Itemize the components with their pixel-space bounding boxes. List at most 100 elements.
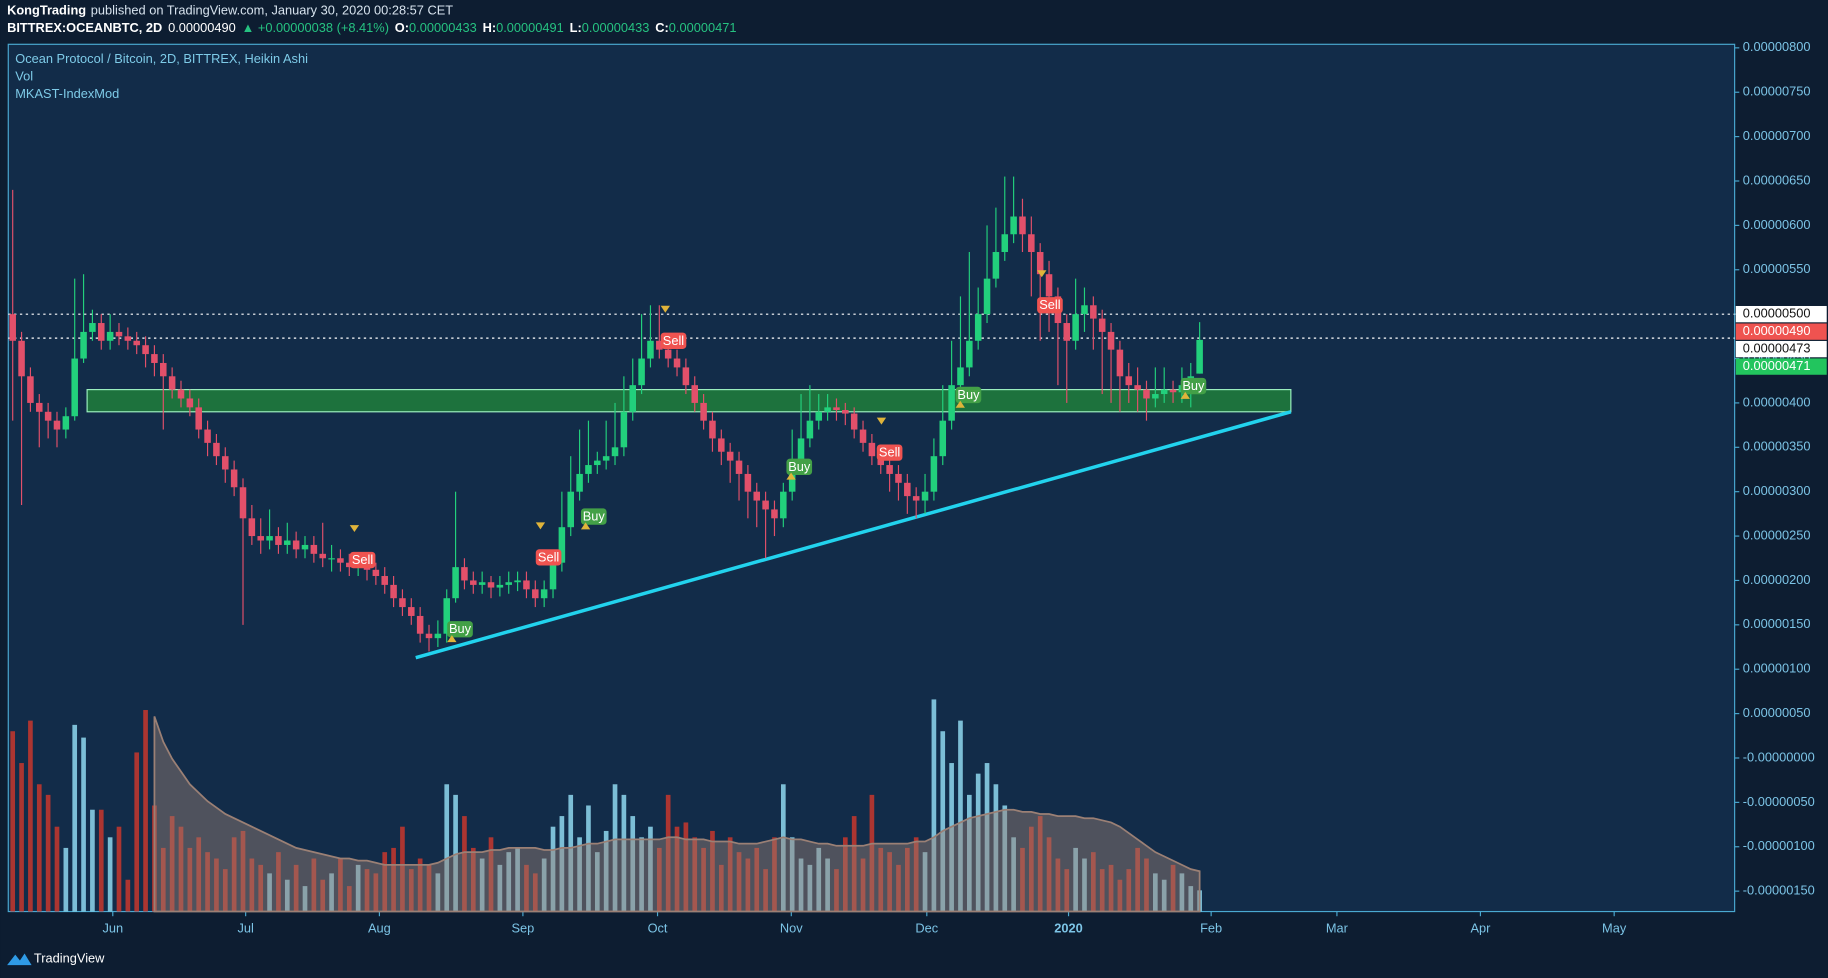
volume-bar: [1188, 886, 1194, 912]
volume-bar: [515, 847, 520, 912]
volume-bar: [1002, 805, 1008, 912]
x-tick-label: Dec: [915, 920, 938, 935]
volume-bar: [1037, 816, 1043, 912]
volume-bar: [506, 852, 512, 912]
volume-bar: [975, 773, 981, 912]
candle-body: [576, 473, 583, 492]
candle-body: [842, 410, 849, 414]
volume-bar: [72, 724, 78, 912]
volume-bar: [249, 858, 255, 912]
y-tick-label: 0.00000750: [1743, 84, 1811, 99]
volume-bar: [1099, 869, 1105, 912]
volume-bar: [1073, 847, 1078, 912]
candle-body: [27, 376, 34, 403]
signal-badge: [580, 508, 607, 525]
candle-body: [939, 420, 947, 457]
x-tick-label: Aug: [368, 920, 391, 935]
volume-bar: [364, 869, 370, 912]
candle-body: [1152, 394, 1159, 399]
candle-body: [912, 496, 920, 501]
volume-bar: [745, 858, 751, 912]
signal-arrow: [535, 522, 546, 530]
volume-bar: [1126, 869, 1132, 912]
volume-bar: [1091, 852, 1096, 912]
ohlc-value: 0.00000471: [669, 21, 737, 36]
candle-body: [921, 491, 929, 501]
candle-body: [567, 491, 574, 528]
price-label-bg: [1735, 323, 1827, 340]
volume-bar: [453, 794, 458, 912]
candle-body: [310, 544, 318, 554]
candle-body: [505, 582, 512, 585]
volume-bar: [488, 837, 494, 912]
signal-label: Sell: [538, 549, 559, 564]
candle-body: [532, 589, 539, 599]
candle-body: [470, 580, 477, 585]
y-tick-label: 0.00000250: [1743, 527, 1811, 542]
y-tick-label: 0.00000550: [1743, 261, 1811, 276]
volume-bar: [98, 809, 104, 912]
x-tick-label: Nov: [780, 920, 803, 935]
candle-body: [620, 411, 628, 448]
candle-body: [1160, 389, 1168, 395]
candle-body: [966, 340, 973, 368]
volume-bar: [692, 837, 698, 912]
signal-arrow: [786, 472, 796, 480]
ohlc-key: C:: [655, 21, 669, 36]
candle-body: [514, 580, 521, 583]
volume-bar: [710, 830, 715, 912]
volume-bar: [1144, 858, 1149, 912]
volume-bar: [169, 816, 175, 912]
candle-body: [372, 569, 380, 577]
signal-badge: [1180, 377, 1207, 395]
volume-bar: [931, 699, 937, 912]
candle-body: [771, 509, 778, 519]
volume-bar: [125, 879, 131, 912]
candle-body: [142, 345, 149, 355]
volume-bar: [36, 784, 42, 912]
candle-body: [399, 598, 406, 608]
candle-body: [1001, 234, 1009, 253]
volume-bar: [798, 858, 804, 912]
candle-body: [337, 558, 344, 563]
candle-body: [1072, 314, 1079, 341]
volume-bar: [284, 879, 290, 912]
candle-body: [930, 456, 938, 492]
candle-body: [1125, 376, 1133, 386]
volume-bar: [19, 763, 24, 912]
volume-bar: [143, 710, 148, 912]
candle-body: [266, 536, 273, 541]
candle-body: [815, 411, 823, 421]
y-tick-label: -0.00000000: [1743, 749, 1815, 764]
candle-body: [53, 420, 61, 430]
volume-bar: [417, 858, 423, 912]
candle-body: [904, 482, 911, 497]
candle-body: [558, 527, 566, 563]
volume-bar: [896, 864, 901, 912]
y-tick-label: 0.00000650: [1743, 172, 1811, 187]
volume-bar: [984, 763, 990, 912]
candle-body: [213, 442, 220, 457]
volume-bar: [444, 784, 450, 912]
volume-ma: [153, 716, 1201, 913]
volume-bar: [63, 847, 69, 912]
candle-body: [850, 413, 858, 430]
signal-badge: [660, 332, 687, 349]
y-tick-label: 0.00000050: [1743, 705, 1811, 720]
volume-bar: [763, 869, 768, 912]
change: ▲ +0.00000038 (+8.41%): [242, 21, 389, 36]
indicator-label: Vol: [15, 68, 33, 83]
candle-body: [239, 487, 247, 519]
x-tick-label: Mar: [1326, 920, 1349, 935]
signal-label: Sell: [352, 552, 373, 567]
chart-title: Ocean Protocol / Bitcoin, 2D, BITTREX, H…: [15, 51, 308, 66]
candle-body: [36, 402, 43, 412]
plot-area: [7, 43, 1736, 913]
candle-body: [89, 323, 96, 332]
symbol-line: BITTREX:OCEANBTC, 2D 0.00000490 ▲ +0.00000…: [7, 21, 736, 36]
price-label-bg: [1735, 340, 1827, 358]
volume-bar: [789, 837, 795, 912]
candle-body: [328, 558, 335, 560]
candle-body: [62, 416, 70, 430]
